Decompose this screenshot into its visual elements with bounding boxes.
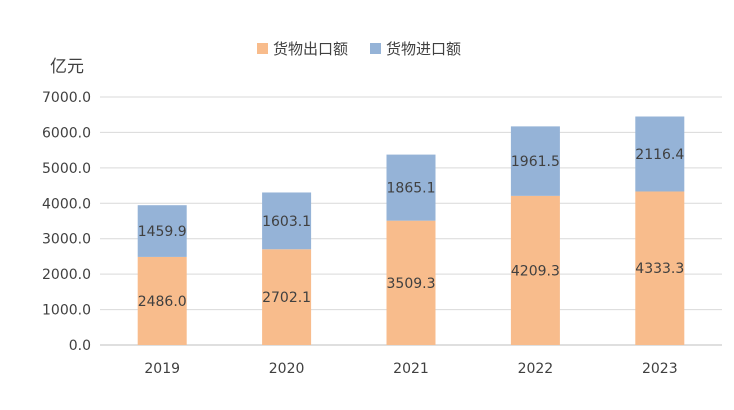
data-label-import: 1961.5 — [511, 154, 560, 170]
y-tick-label: 1000.0 — [42, 303, 91, 319]
data-label-export: 2486.0 — [138, 294, 187, 310]
bars — [137, 116, 685, 345]
bar-export — [386, 220, 436, 345]
y-tick-label: 5000.0 — [42, 161, 91, 177]
x-tick-label: 2019 — [144, 361, 180, 377]
y-tick-label: 3000.0 — [42, 232, 91, 248]
legend-label-export: 货物出口额 — [273, 40, 348, 58]
bar-export — [510, 195, 560, 345]
y-tick-label: 7000.0 — [42, 90, 91, 106]
legend-swatch-import — [370, 43, 381, 54]
data-label-export: 3509.3 — [387, 276, 436, 292]
bar-import — [386, 154, 436, 221]
data-label-export: 4209.3 — [511, 263, 560, 279]
data-label-import: 1865.1 — [387, 181, 436, 197]
y-tick-label: 2000.0 — [42, 267, 91, 283]
data-label-import: 1603.1 — [262, 214, 311, 230]
y-tick-label: 6000.0 — [42, 125, 91, 141]
data-label-import: 1459.9 — [138, 224, 187, 240]
y-tick-label: 0.0 — [69, 338, 91, 354]
bar-export — [635, 191, 685, 345]
bar-import — [137, 205, 187, 257]
bar-export — [137, 256, 187, 345]
bar-import — [510, 126, 560, 196]
bar-import — [262, 192, 312, 250]
y-tick-label: 4000.0 — [42, 196, 91, 212]
data-label-export: 2702.1 — [262, 290, 311, 306]
x-tick-label: 2021 — [393, 361, 429, 377]
data-labels: 2486.0 1459.9 2702.1 1603.1 3509.3 1865.1 4209… — [138, 147, 685, 310]
bar-import — [635, 116, 685, 192]
data-label-export: 4333.3 — [635, 261, 684, 277]
axes: 0.0 1000.0 2000.0 3000.0 4000.0 5000.0 6000.0 7… — [42, 90, 678, 377]
legend-label-import: 货物进口额 — [386, 40, 461, 58]
bar-export — [262, 249, 312, 345]
y-axis-unit-label: 亿元 — [50, 57, 84, 77]
legend-swatch-export — [257, 43, 268, 54]
x-tick-label: 2023 — [642, 361, 678, 377]
data-label-import: 2116.4 — [635, 147, 684, 163]
x-tick-label: 2020 — [269, 361, 305, 377]
legend: 货物出口额 货物进口额 — [257, 40, 461, 58]
x-tick-label: 2022 — [518, 361, 554, 377]
